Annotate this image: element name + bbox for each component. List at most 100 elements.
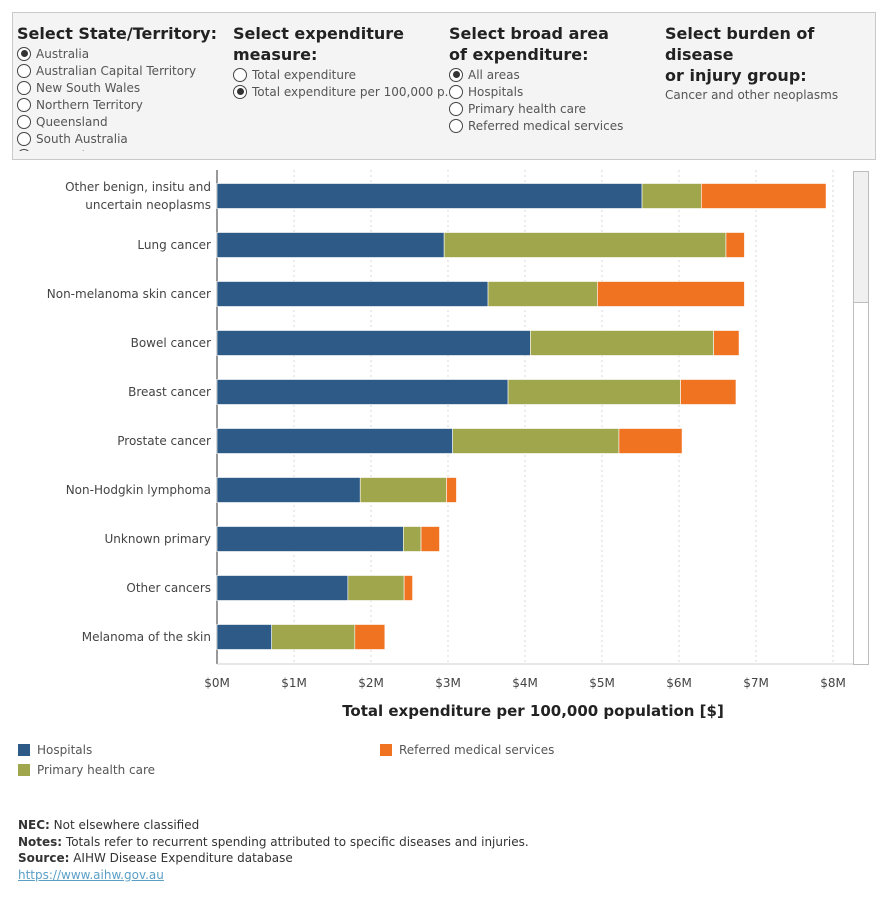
area-option-hospitals[interactable]: Hospitals <box>449 83 623 100</box>
bar-referred-medical-services[interactable] <box>354 624 386 650</box>
note-notes-text: Totals refer to recurrent spending attri… <box>62 834 529 849</box>
chart-scrollbar-thumb[interactable] <box>854 172 868 303</box>
measure-filter-title-2: measure: <box>233 45 318 64</box>
chart-scrollbar[interactable] <box>853 171 869 665</box>
radio-icon[interactable] <box>449 118 463 133</box>
bar-primary-health-care[interactable] <box>641 183 702 209</box>
measure-option-total-expenditure[interactable]: Total expenditure <box>233 66 452 83</box>
state-option-label: Australian Capital Territory <box>36 63 197 78</box>
filter-panel: Select State/Territory: Australia Austral… <box>12 12 876 160</box>
bar-referred-medical-services[interactable] <box>680 379 737 405</box>
state-option-label: Australia <box>36 46 90 61</box>
bar-primary-health-care[interactable] <box>403 526 422 552</box>
area-filter-title-1: Select broad area <box>449 24 609 43</box>
bar-hospitals[interactable] <box>216 379 509 405</box>
radio-icon[interactable] <box>17 46 31 61</box>
radio-icon[interactable] <box>17 80 31 95</box>
bar-primary-health-care[interactable] <box>271 624 356 650</box>
aihw-link[interactable]: https://www.aihw.gov.au <box>18 867 164 882</box>
measure-options-list: Total expenditure Total expenditure per 1… <box>233 66 452 100</box>
area-filter-title-2: of expenditure: <box>449 45 589 64</box>
radio-icon[interactable] <box>449 101 463 116</box>
disease-filter: Select burden of disease or injury group… <box>665 23 875 102</box>
legend-swatch-primary-health-care <box>18 764 30 776</box>
bar-primary-health-care[interactable] <box>443 232 727 258</box>
state-option-queensland[interactable]: Queensland <box>17 113 217 130</box>
area-option-primary-health-care[interactable]: Primary health care <box>449 100 623 117</box>
area-option-label: Primary health care <box>468 101 586 116</box>
bar-referred-medical-services[interactable] <box>713 330 740 356</box>
bar-primary-health-care[interactable] <box>530 330 714 356</box>
expenditure-chart: Other benign, insitu and uncertain neopla… <box>0 168 890 728</box>
legend-col-1: Hospitals Primary health care <box>18 740 155 780</box>
category-label: Bowel cancer <box>131 336 211 350</box>
bar-hospitals[interactable] <box>216 575 349 601</box>
x-tick-label: $1M <box>281 676 307 690</box>
bar-hospitals[interactable] <box>216 232 445 258</box>
bar-referred-medical-services[interactable] <box>701 183 827 209</box>
area-option-all-areas[interactable]: All areas <box>449 66 623 83</box>
bar-referred-medical-services[interactable] <box>725 232 745 258</box>
disease-filter-title-1: Select burden of disease <box>665 24 815 64</box>
note-source-label: Source: <box>18 851 70 865</box>
legend-swatch-hospitals <box>18 744 30 756</box>
legend-item-referred-medical-services[interactable]: Referred medical services <box>380 740 554 760</box>
bar-primary-health-care[interactable] <box>487 281 598 307</box>
x-axis-title: Total expenditure per 100,000 population… <box>342 702 724 720</box>
state-option-australian-capital-territory[interactable]: Australian Capital Territory <box>17 62 217 79</box>
legend-col-2: Referred medical services <box>380 740 554 760</box>
state-option-south-australia[interactable]: South Australia <box>17 130 217 147</box>
bar-referred-medical-services[interactable] <box>446 477 457 503</box>
category-label: Unknown primary <box>105 532 211 546</box>
bar-primary-health-care[interactable] <box>347 575 405 601</box>
radio-icon[interactable] <box>17 114 31 129</box>
legend-item-primary-health-care[interactable]: Primary health care <box>18 760 155 780</box>
state-filter: Select State/Territory: Australia Austral… <box>17 23 217 151</box>
radio-icon[interactable] <box>17 131 31 146</box>
radio-icon[interactable] <box>233 67 247 82</box>
bar-hospitals[interactable] <box>216 624 272 650</box>
measure-option-total-expenditure-per-100-000-p[interactable]: Total expenditure per 100,000 p.. <box>233 83 452 100</box>
legend-item-hospitals[interactable]: Hospitals <box>18 740 155 760</box>
bar-hospitals[interactable] <box>216 477 361 503</box>
radio-icon[interactable] <box>17 148 31 151</box>
bar-primary-health-care[interactable] <box>507 379 681 405</box>
bar-referred-medical-services[interactable] <box>403 575 413 601</box>
bar-hospitals[interactable] <box>216 330 531 356</box>
state-filter-title: Select State/Territory: <box>17 24 217 43</box>
x-tick-label: $7M <box>743 676 769 690</box>
disease-filter-value: Cancer and other neoplasms <box>665 88 839 102</box>
measure-option-label: Total expenditure per 100,000 p.. <box>252 84 453 99</box>
state-option-tasmania[interactable]: Tasmania <box>17 147 217 151</box>
state-options-list[interactable]: Australia Australian Capital Territory New… <box>17 45 217 151</box>
legend-label-primary-health-care: Primary health care <box>37 763 155 777</box>
radio-icon[interactable] <box>449 84 463 99</box>
bar-hospitals[interactable] <box>216 183 643 209</box>
bar-hospitals[interactable] <box>216 428 453 454</box>
x-tick-label: $6M <box>666 676 692 690</box>
bar-referred-medical-services[interactable] <box>618 428 683 454</box>
x-tick-label: $0M <box>204 676 230 690</box>
bar-hospitals[interactable] <box>216 526 404 552</box>
state-option-label: Tasmania <box>36 149 92 152</box>
bar-referred-medical-services[interactable] <box>597 281 745 307</box>
bar-referred-medical-services[interactable] <box>420 526 440 552</box>
note-source: Source: AIHW Disease Expenditure databas… <box>18 850 529 867</box>
bar-primary-health-care[interactable] <box>452 428 620 454</box>
area-filter: Select broad area of expenditure: All ar… <box>449 23 623 134</box>
state-option-northern-territory[interactable]: Northern Territory <box>17 96 217 113</box>
radio-icon[interactable] <box>17 97 31 112</box>
category-label: Non-Hodgkin lymphoma <box>66 483 211 497</box>
measure-filter-title-1: Select expenditure <box>233 24 404 43</box>
state-option-new-south-wales[interactable]: New South Wales <box>17 79 217 96</box>
measure-option-label: Total expenditure <box>252 67 357 82</box>
radio-icon[interactable] <box>17 63 31 78</box>
area-option-referred-medical-services[interactable]: Referred medical services <box>449 117 623 134</box>
state-option-australia[interactable]: Australia <box>17 45 217 62</box>
radio-icon[interactable] <box>449 67 463 82</box>
bar-hospitals[interactable] <box>216 281 489 307</box>
radio-icon[interactable] <box>233 84 247 99</box>
measure-filter: Select expenditure measure: Total expend… <box>233 23 452 100</box>
category-label: Prostate cancer <box>117 434 211 448</box>
bar-primary-health-care[interactable] <box>359 477 447 503</box>
